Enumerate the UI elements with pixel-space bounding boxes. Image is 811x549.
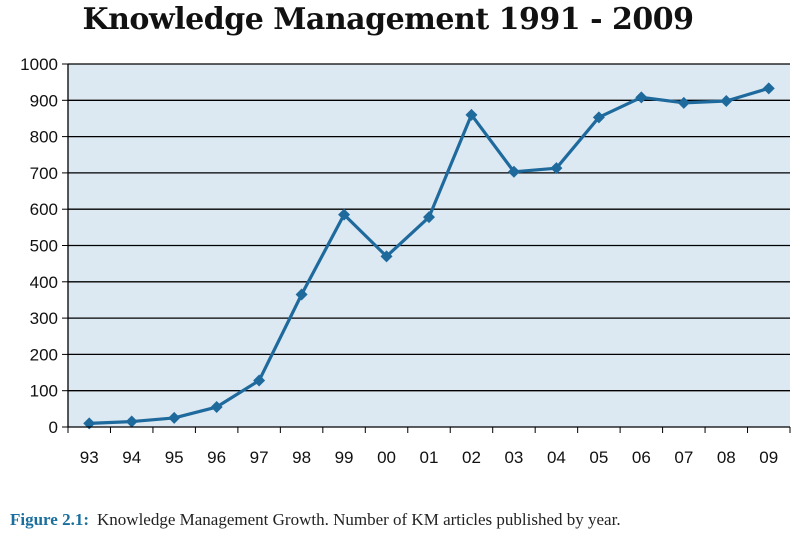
data-point-02 [465, 108, 478, 121]
x-tick-label: 07 [674, 448, 693, 467]
data-point-00 [380, 250, 393, 263]
data-point-06 [635, 91, 648, 104]
series-group [83, 82, 775, 430]
y-tick-label: 700 [30, 164, 58, 183]
data-point-96 [210, 401, 223, 414]
y-tick-label: 400 [30, 273, 58, 292]
data-point-08 [720, 95, 733, 108]
caption-text: Knowledge Management Growth. Number of K… [97, 510, 621, 529]
gridlines [68, 63, 790, 392]
y-tick-label: 500 [30, 237, 58, 256]
caption-label: Figure 2.1: [10, 510, 90, 529]
data-point-04 [550, 162, 563, 175]
y-tick-label: 800 [30, 128, 58, 147]
x-tick-label: 01 [420, 448, 439, 467]
y-axis-ticks: 0 100 200 300 400 500 600 700 800 900 1000 [20, 55, 68, 437]
x-tick-label: 00 [377, 448, 396, 467]
x-tick-label: 98 [292, 448, 311, 467]
x-tick-label: 94 [122, 448, 141, 467]
y-tick-label: 100 [30, 382, 58, 401]
x-tick-label: 93 [80, 448, 99, 467]
y-tick-label: 1000 [20, 55, 58, 74]
data-point-09 [762, 82, 775, 95]
data-point-01 [423, 211, 435, 224]
y-tick-label: 600 [30, 200, 58, 219]
x-tick-label: 09 [759, 448, 778, 467]
data-point-98 [295, 288, 308, 301]
x-axis-ticks: 93 94 95 96 97 98 99 00 01 02 03 04 05 06 07 08 09 [67, 427, 791, 467]
chart-title: Knowledge Management 1991 - 2009 [82, 2, 694, 37]
x-tick-label: 96 [207, 448, 226, 467]
data-point-99 [338, 208, 351, 221]
data-point-07 [677, 96, 690, 109]
x-tick-label: 02 [462, 448, 481, 467]
y-tick-label: 200 [30, 345, 58, 364]
x-tick-label: 06 [632, 448, 651, 467]
y-tick-label: 300 [30, 309, 58, 328]
data-point-94 [125, 415, 138, 428]
data-point-03 [507, 165, 520, 178]
y-tick-label: 0 [49, 418, 58, 437]
x-tick-label: 08 [717, 448, 736, 467]
x-tick-label: 05 [589, 448, 608, 467]
data-point-95 [168, 411, 181, 424]
x-tick-label: 99 [335, 448, 354, 467]
figure-caption: Figure 2.1: Knowledge Management Growth. … [10, 510, 621, 530]
data-point-97 [253, 374, 266, 387]
x-tick-label: 03 [504, 448, 523, 467]
data-point-05 [592, 111, 605, 124]
x-tick-label: 95 [165, 448, 184, 467]
x-tick-label: 04 [547, 448, 566, 467]
x-tick-label: 97 [250, 448, 269, 467]
axes [67, 64, 790, 428]
y-tick-label: 900 [30, 91, 58, 110]
